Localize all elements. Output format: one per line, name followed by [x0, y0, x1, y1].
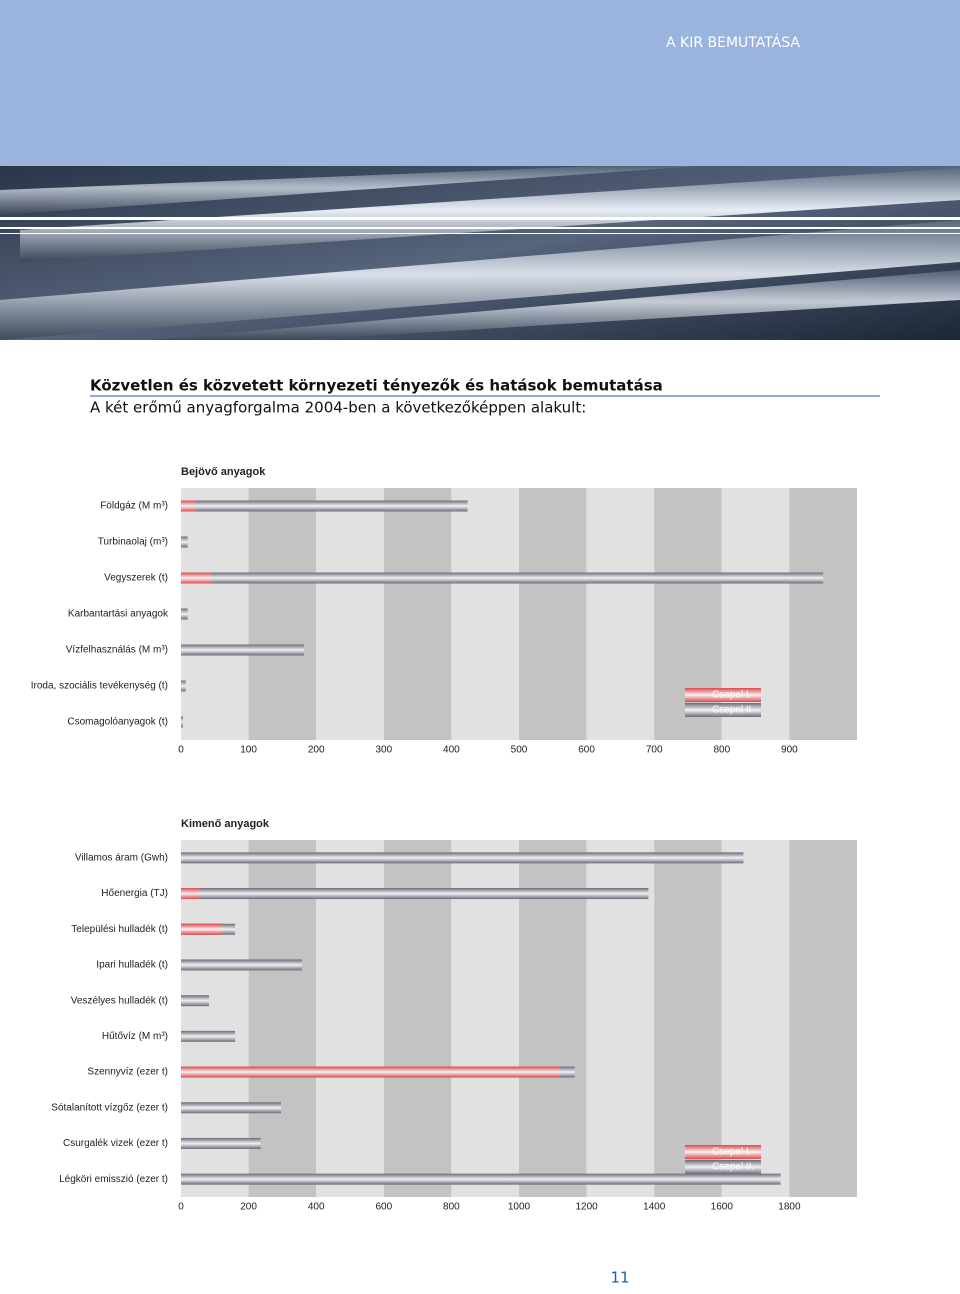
y-tick-label: Veszélyes hulladék (t)	[71, 995, 168, 1006]
legend-label: Csepel II.	[712, 1162, 754, 1173]
x-tick-label: 1800	[778, 1202, 801, 1213]
grid-band	[721, 488, 790, 740]
bar	[181, 852, 744, 864]
x-tick-label: 800	[443, 1202, 460, 1213]
grid-band	[316, 488, 384, 740]
grid-band	[316, 840, 384, 1197]
bar	[181, 644, 305, 656]
grid-band	[519, 840, 587, 1197]
y-tick-label: Turbinaolaj (m³)	[98, 537, 168, 548]
legend-label: Csepel I.	[712, 1147, 751, 1158]
x-tick-label: 700	[646, 745, 663, 756]
x-tick-label: 0	[178, 745, 184, 756]
grid-band	[654, 840, 722, 1197]
grid-band	[519, 488, 587, 740]
bar	[181, 1030, 236, 1042]
legend-swatch	[685, 1160, 761, 1174]
bar	[181, 716, 184, 728]
bar	[181, 500, 468, 512]
x-tick-label: 1200	[575, 1202, 598, 1213]
y-tick-label: Ipari hulladék (t)	[96, 960, 168, 971]
grid-band	[586, 840, 655, 1197]
grid-band	[181, 488, 249, 740]
y-tick-label: Karbantartási anyagok	[68, 609, 169, 620]
grid-band	[654, 488, 722, 740]
grid-band	[248, 840, 317, 1197]
bar	[181, 1137, 261, 1149]
x-tick-label: 600	[375, 1202, 392, 1213]
grid-band	[789, 840, 857, 1197]
bar	[181, 608, 188, 620]
grid-band	[721, 840, 790, 1197]
x-tick-label: 500	[511, 745, 528, 756]
y-tick-label: Települési hulladék (t)	[71, 924, 168, 935]
section-title: A KIR BEMUTATÁSA	[666, 34, 800, 51]
bar	[181, 1066, 560, 1078]
x-tick-label: 0	[178, 1202, 184, 1213]
grid-band	[451, 840, 519, 1197]
bar	[181, 995, 210, 1007]
x-tick-label: 1400	[643, 1202, 666, 1213]
y-tick-label: Vízfelhasználás (M m³)	[66, 645, 168, 656]
grid-band	[451, 488, 519, 740]
intro: A két erőmű anyagforgalma 2004-ben a köv…	[90, 399, 586, 417]
bar	[181, 572, 211, 584]
bar	[181, 680, 186, 692]
y-tick-label: Hűtővíz (M m³)	[102, 1031, 168, 1042]
y-tick-label: Csomagolóanyagok (t)	[67, 717, 168, 728]
grid-band	[789, 488, 857, 740]
grid-band	[181, 840, 249, 1197]
y-tick-label: Villamos áram (Gwh)	[75, 852, 168, 863]
y-tick-label: Vegyszerek (t)	[104, 573, 168, 584]
x-tick-label: 1000	[508, 1202, 531, 1213]
legend-swatch	[685, 703, 761, 717]
legend-swatch	[685, 1145, 761, 1159]
x-tick-label: 800	[713, 745, 730, 756]
header-band	[0, 0, 960, 166]
grid-band	[248, 488, 317, 740]
bar	[181, 923, 222, 935]
page-number: 11	[610, 1269, 629, 1287]
bar	[181, 1173, 781, 1185]
legend-swatch	[685, 688, 761, 702]
x-tick-label: 900	[781, 745, 798, 756]
x-tick-label: 300	[375, 745, 392, 756]
y-tick-label: Földgáz (M m³)	[100, 501, 168, 512]
legend-label: Csepel II.	[712, 705, 754, 716]
y-tick-label: Szennyvíz (ezer t)	[87, 1067, 168, 1078]
bar	[181, 888, 200, 900]
bar	[181, 500, 196, 512]
x-tick-label: 1600	[711, 1202, 734, 1213]
bar	[181, 572, 824, 584]
heading: Közvetlen és közvetett környezeti tényez…	[90, 377, 663, 395]
legend-label: Csepel I.	[712, 690, 751, 701]
grid-band	[383, 840, 452, 1197]
y-tick-label: Sótalanított vízgőz (ezer t)	[51, 1102, 168, 1113]
header-photo	[0, 166, 960, 340]
bar	[181, 888, 649, 900]
x-tick-label: 200	[308, 745, 325, 756]
x-tick-label: 200	[240, 1202, 257, 1213]
grid-band	[383, 488, 452, 740]
y-tick-label: Hőenergia (TJ)	[101, 888, 168, 899]
chart-title: Kimenő anyagok	[181, 818, 270, 830]
bar	[181, 1102, 282, 1114]
x-tick-label: 400	[443, 745, 460, 756]
x-tick-label: 600	[578, 745, 595, 756]
y-tick-label: Iroda, szociális tevékenység (t)	[31, 681, 168, 692]
chart-title: Bejövő anyagok	[181, 466, 266, 478]
y-tick-label: Légköri emisszió (ezer t)	[59, 1174, 168, 1185]
grid-band	[586, 488, 655, 740]
x-tick-label: 400	[308, 1202, 325, 1213]
x-tick-label: 100	[240, 745, 257, 756]
bar	[181, 959, 303, 971]
bar	[181, 536, 188, 548]
y-tick-label: Csurgalék vizek (ezer t)	[63, 1138, 168, 1149]
